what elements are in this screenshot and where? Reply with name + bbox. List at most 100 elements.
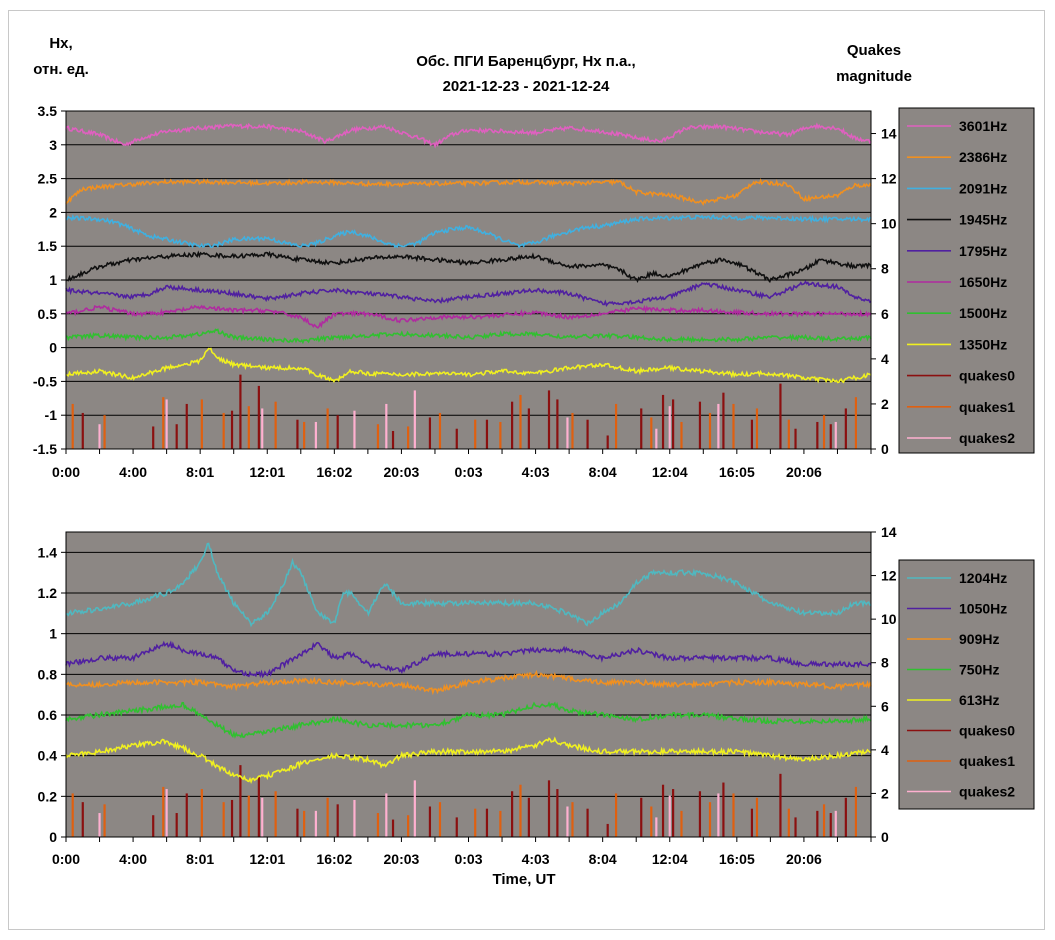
y-left-tick-label: 0.5	[38, 306, 58, 322]
legend-label: quakes1	[959, 753, 1015, 769]
y-left-tick-label: 1.2	[38, 585, 58, 601]
legend-label: 1050Hz	[959, 601, 1007, 617]
x-tick-label: 0:00	[52, 851, 80, 867]
x-tick-label: 16:02	[316, 851, 352, 867]
series-line-1500Hz	[65, 328, 872, 345]
y-right-tick-label: 8	[881, 655, 889, 671]
legend-label: quakes2	[959, 784, 1015, 800]
y-left-tick-label: 0.6	[38, 707, 58, 723]
y-left-tick-label: 1.5	[38, 238, 58, 254]
series-line-909Hz	[65, 669, 872, 696]
series-line-613Hz	[65, 736, 872, 785]
x-tick-label: 16:05	[719, 464, 755, 480]
y-left-tick-label: 3.5	[38, 103, 58, 119]
x-tick-label: 4:00	[119, 464, 147, 480]
y-left-tick-label: 3	[49, 137, 57, 153]
x-tick-label: 12:04	[652, 851, 688, 867]
legend-label: 2091Hz	[959, 180, 1007, 196]
right-axis-label-line2: magnitude	[836, 68, 912, 85]
x-tick-label: 4:03	[522, 464, 550, 480]
plot-border	[65, 110, 872, 450]
y-right-tick-label: 14	[881, 126, 897, 142]
left-axis-label-line2: отн. ед.	[33, 61, 89, 78]
legend-label: 1945Hz	[959, 212, 1007, 228]
x-tick-label: 12:01	[249, 464, 285, 480]
plot-border	[65, 531, 872, 838]
y-right-tick-label: 14	[881, 524, 897, 540]
legend-label: 1350Hz	[959, 336, 1007, 352]
y-left-tick-label: -0.5	[33, 373, 57, 389]
y-left-tick-label: 0.2	[38, 788, 58, 804]
x-tick-label: 12:01	[249, 851, 285, 867]
series-line-2091Hz	[65, 213, 872, 249]
series-quakes1	[71, 394, 858, 449]
x-tick-label: 8:04	[589, 851, 617, 867]
y-left-tick-label: 2.5	[38, 171, 58, 187]
series-line-1050Hz	[65, 640, 872, 679]
legend-label: 1500Hz	[959, 305, 1007, 321]
series-line-750Hz	[65, 701, 872, 739]
top-panel: 3.5 3 2.5 2 1.5 1 0.5 0 -0.5 -1 -1.5 14 12 10 8 6 4 2 0 0:0…	[33, 103, 1035, 480]
x-tick-label: 8:04	[589, 464, 617, 480]
y-right-tick-label: 2	[881, 396, 889, 412]
bottom-panel: 1.4 1.2 1 0.8 0.6 0.4 0.2 0 14 12 10 8 6 4 2 0 0:00 4:00 8…	[38, 524, 1035, 867]
legend-label: 909Hz	[959, 631, 999, 647]
series-quakes1	[71, 784, 858, 837]
series-line-2386Hz	[65, 178, 872, 207]
legend: 1204Hz 1050Hz 909Hz 750Hz 613Hz quakes0 quakes…	[898, 559, 1035, 810]
y-left-tick-label: 1.4	[38, 544, 58, 560]
y-right-tick-label: 0	[881, 441, 889, 457]
x-tick-label: 0:03	[454, 851, 482, 867]
x-tick-label: 20:06	[786, 851, 822, 867]
legend-label: 3601Hz	[959, 118, 1007, 134]
legend-box	[898, 559, 1035, 810]
y-left-tick-label: 0	[49, 340, 57, 356]
left-axis-label-line1: Нх,	[49, 35, 72, 52]
y-right-tick-label: 10	[881, 611, 897, 627]
series-line-1650Hz	[65, 304, 872, 329]
y-right-tick-label: 4	[881, 742, 889, 758]
x-axis-title: Time, UT	[492, 871, 555, 888]
series-line-3601Hz	[65, 122, 872, 149]
legend-label: 1650Hz	[959, 274, 1007, 290]
y-right-tick-label: 6	[881, 306, 889, 322]
chart-title-line1: Обс. ПГИ Баренцбург, Нх п.а.,	[416, 53, 635, 70]
chart-svg: Нх, отн. ед. Обс. ПГИ Баренцбург, Нх п.а…	[33, 35, 1035, 888]
legend-label: 1204Hz	[959, 570, 1007, 586]
y-left-tick-label: -1.5	[33, 441, 57, 457]
series-quakes2	[98, 390, 837, 449]
x-tick-label: 12:04	[652, 464, 688, 480]
legend-label: quakes0	[959, 723, 1015, 739]
y-left-tick-label: 1	[49, 272, 57, 288]
legend-label: quakes2	[959, 430, 1015, 446]
y-right-tick-label: 10	[881, 216, 897, 232]
chart-frame: Нх, отн. ед. Обс. ПГИ Баренцбург, Нх п.а…	[8, 10, 1045, 930]
x-tick-label: 16:05	[719, 851, 755, 867]
series-line-1945Hz	[65, 250, 872, 284]
legend: 3601Hz 2386Hz 2091Hz 1945Hz 1795Hz 1650Hz 1500…	[898, 107, 1035, 454]
y-right-tick-label: 4	[881, 351, 889, 367]
x-tick-label: 8:01	[186, 851, 214, 867]
y-left-tick-label: 0.4	[38, 748, 58, 764]
y-right-tick-label: 12	[881, 171, 897, 187]
series-line-1350Hz	[65, 347, 872, 384]
series-quakes0	[81, 765, 847, 837]
x-tick-label: 8:01	[186, 464, 214, 480]
series-line-1795Hz	[65, 280, 872, 307]
x-tick-label: 20:03	[384, 464, 420, 480]
x-tick-label: 4:03	[522, 851, 550, 867]
series-quakes0	[81, 374, 847, 449]
y-left-tick-label: 2	[49, 204, 57, 220]
x-tick-label: 0:03	[454, 464, 482, 480]
legend-label: 1795Hz	[959, 243, 1007, 259]
y-left-tick-label: -1	[45, 407, 58, 423]
y-right-tick-label: 6	[881, 698, 889, 714]
x-tick-label: 20:03	[384, 851, 420, 867]
series-line-1204Hz	[65, 542, 872, 628]
legend-label: 613Hz	[959, 692, 999, 708]
legend-label: quakes0	[959, 368, 1015, 384]
legend-box	[898, 107, 1035, 454]
legend-label: 750Hz	[959, 662, 999, 678]
series-quakes2	[98, 780, 837, 837]
x-tick-label: 4:00	[119, 851, 147, 867]
